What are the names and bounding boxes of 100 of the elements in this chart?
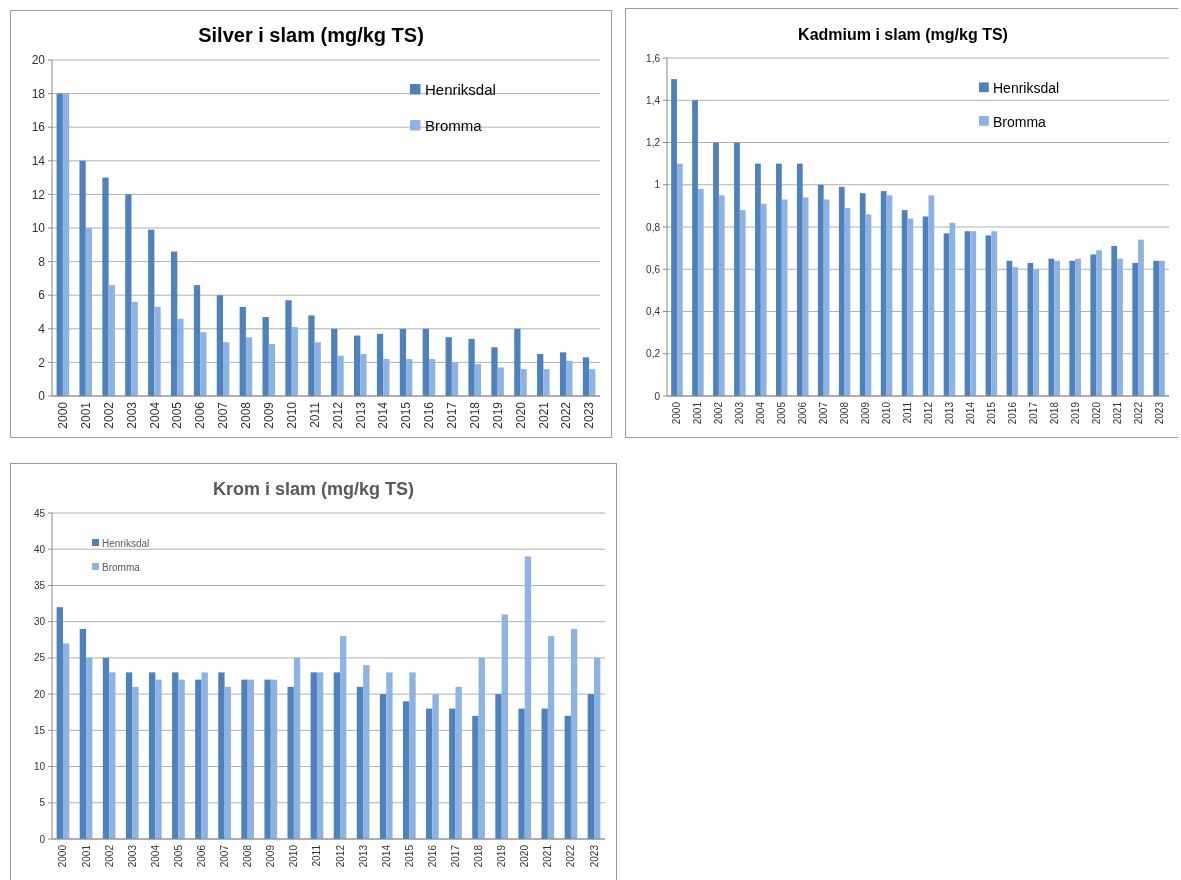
bar	[216, 295, 224, 396]
bar	[337, 355, 344, 396]
x-tick-label: 2015	[403, 844, 415, 868]
bar	[170, 251, 178, 396]
y-tick-label: 0	[38, 389, 46, 404]
bar	[1012, 267, 1019, 396]
bar	[692, 100, 698, 396]
bar	[363, 665, 370, 839]
bar	[432, 694, 439, 839]
y-tick-label: 15	[33, 724, 46, 736]
x-tick-label: 2013	[357, 844, 369, 868]
x-tick-label: 2009	[262, 401, 276, 429]
x-tick-label: 2014	[964, 401, 976, 425]
y-tick-label: 1	[654, 179, 661, 191]
bar	[1069, 260, 1076, 396]
y-tick-label: 14	[31, 154, 46, 168]
y-tick-label: 1,4	[646, 94, 661, 106]
bar	[445, 337, 452, 396]
bar	[524, 556, 532, 839]
x-tick-label: 2002	[103, 844, 115, 868]
bar	[501, 614, 509, 839]
bar	[193, 285, 201, 396]
x-tick-label: 2003	[126, 844, 138, 868]
bar	[1096, 250, 1102, 396]
bar	[676, 163, 683, 396]
x-tick-label: 2004	[755, 401, 767, 425]
x-tick-label: 2006	[797, 401, 809, 425]
bar	[468, 338, 475, 396]
bar	[154, 306, 161, 396]
bar	[86, 657, 93, 839]
bar	[970, 231, 977, 396]
x-tick-label: 2014	[380, 844, 392, 868]
bar	[1048, 258, 1055, 396]
y-tick-label: 0,4	[646, 306, 661, 317]
y-tick-label: 2	[38, 355, 46, 370]
y-tick-label: 25	[33, 652, 46, 664]
bar	[132, 686, 139, 839]
bar	[360, 354, 367, 396]
bar	[474, 364, 482, 396]
y-tick-label: 40	[33, 543, 46, 555]
x-tick-label: 2016	[426, 844, 438, 868]
bar	[1090, 254, 1097, 396]
x-tick-label: 2007	[219, 844, 231, 868]
x-tick-label: 2011	[902, 401, 914, 424]
bar	[796, 163, 803, 396]
x-tick-label: 2018	[467, 401, 482, 429]
x-tick-label: 2020	[519, 844, 531, 868]
bar	[428, 359, 436, 396]
bar	[195, 679, 202, 839]
bar	[594, 657, 601, 839]
x-tick-label: 2010	[881, 401, 893, 425]
y-tick-label: 1,6	[646, 52, 661, 64]
bar	[566, 360, 573, 396]
bar	[1075, 258, 1081, 396]
x-tick-label: 2014	[376, 401, 391, 429]
x-tick-label: 2023	[1153, 401, 1165, 425]
bar	[718, 195, 725, 396]
bar	[270, 679, 278, 839]
x-tick-label: 2017	[1027, 401, 1039, 425]
bar	[155, 679, 162, 839]
x-tick-label: 2001	[78, 401, 93, 429]
bar	[472, 715, 479, 839]
bar	[131, 301, 138, 396]
bar	[514, 328, 521, 396]
bar	[781, 199, 788, 396]
x-tick-label: 2004	[149, 844, 161, 868]
bar	[455, 686, 462, 839]
bar	[859, 193, 866, 396]
bar	[178, 679, 185, 839]
x-tick-label: 2011	[307, 401, 322, 428]
bar	[333, 672, 341, 839]
bar	[739, 210, 746, 396]
x-tick-label: 2004	[147, 401, 162, 429]
bar	[426, 708, 433, 839]
bar	[713, 142, 719, 396]
bar	[497, 367, 504, 396]
y-tick-label: 4	[38, 322, 46, 336]
x-tick-label: 2008	[239, 401, 254, 429]
bar	[108, 285, 115, 396]
y-tick-label: 0,2	[646, 348, 661, 360]
bar	[264, 679, 271, 839]
bar	[582, 357, 590, 396]
bar	[218, 672, 225, 839]
x-tick-label: 2022	[1132, 401, 1144, 425]
bar	[310, 672, 317, 839]
x-tick-label: 2002	[713, 401, 725, 425]
bar	[62, 643, 70, 839]
bar	[308, 315, 315, 396]
x-tick-label: 2006	[196, 844, 208, 868]
bar	[697, 188, 704, 396]
bar	[316, 672, 324, 839]
x-tick-label: 2018	[473, 844, 485, 868]
x-tick-label: 2023	[582, 401, 597, 429]
bar	[1153, 260, 1160, 396]
y-tick-label: 45	[33, 507, 46, 519]
y-tick-label: 8	[38, 254, 46, 269]
x-tick-label: 2021	[536, 401, 551, 429]
y-tick-label: 18	[31, 86, 46, 101]
bar	[755, 163, 761, 396]
x-tick-label: 2009	[860, 401, 872, 425]
